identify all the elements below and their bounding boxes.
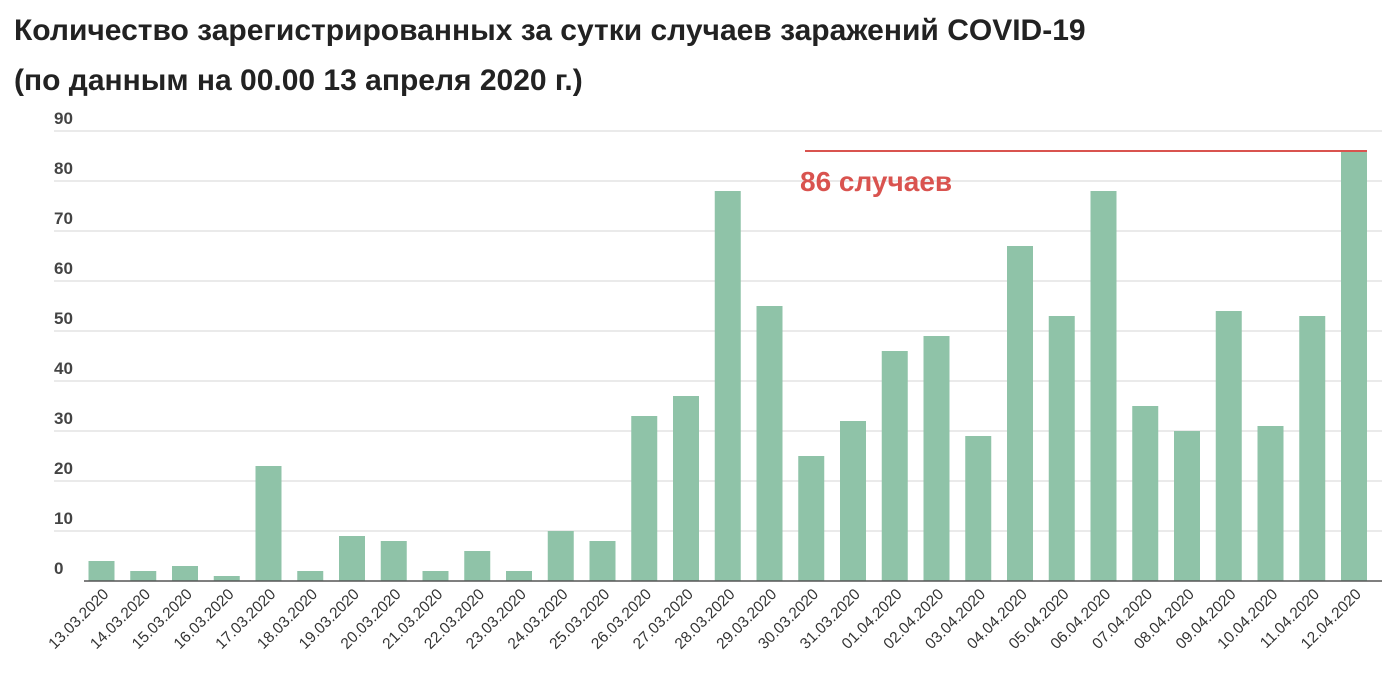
y-tick-label: 80	[54, 159, 73, 178]
bar-05.04.2020	[1048, 316, 1075, 581]
y-tick-label: 30	[54, 409, 73, 428]
chart-title: Количество зарегистрированных за сутки с…	[14, 14, 1086, 47]
bar-07.04.2020	[1132, 406, 1159, 581]
bar-08.04.2020	[1174, 431, 1200, 581]
bar-24.03.2020	[547, 531, 574, 581]
bar-29.03.2020	[756, 306, 783, 581]
bar-14.03.2020	[130, 571, 157, 581]
bar-23.03.2020	[506, 571, 532, 581]
y-tick-label: 90	[54, 109, 73, 128]
bar-17.03.2020	[255, 466, 282, 581]
bar-31.03.2020	[840, 421, 866, 581]
bar-16.03.2020	[213, 576, 240, 581]
y-tick-label: 40	[54, 359, 73, 378]
bar-15.03.2020	[172, 566, 198, 581]
bar-26.03.2020	[631, 416, 658, 581]
bar-20.03.2020	[380, 541, 407, 581]
bar-03.04.2020	[965, 436, 992, 581]
bar-06.04.2020	[1090, 191, 1117, 581]
bar-02.04.2020	[923, 336, 950, 581]
y-tick-label: 0	[54, 559, 63, 578]
bar-28.03.2020	[714, 191, 741, 581]
bar-04.04.2020	[1007, 246, 1033, 581]
bar-30.03.2020	[798, 456, 825, 581]
bar-21.03.2020	[422, 571, 449, 581]
bar-12.04.2020	[1341, 151, 1367, 581]
bar-01.04.2020	[881, 351, 908, 581]
annotation-label: 86 случаев	[800, 166, 952, 197]
bar-18.03.2020	[297, 571, 324, 581]
bar-25.03.2020	[589, 541, 616, 581]
y-tick-label: 50	[54, 309, 73, 328]
chart-subtitle: (по данным на 00.00 13 апреля 2020 г.)	[14, 64, 583, 97]
bar-10.04.2020	[1257, 426, 1284, 581]
bar-09.04.2020	[1215, 311, 1242, 581]
y-tick-label: 20	[54, 459, 73, 478]
y-tick-label: 60	[54, 259, 73, 278]
y-tick-label: 10	[54, 509, 73, 528]
bar-19.03.2020	[339, 536, 365, 581]
bar-27.03.2020	[673, 396, 699, 581]
bar-11.04.2020	[1299, 316, 1326, 581]
bar-22.03.2020	[464, 551, 491, 581]
bar-13.03.2020	[88, 561, 115, 581]
y-tick-label: 70	[54, 209, 73, 228]
